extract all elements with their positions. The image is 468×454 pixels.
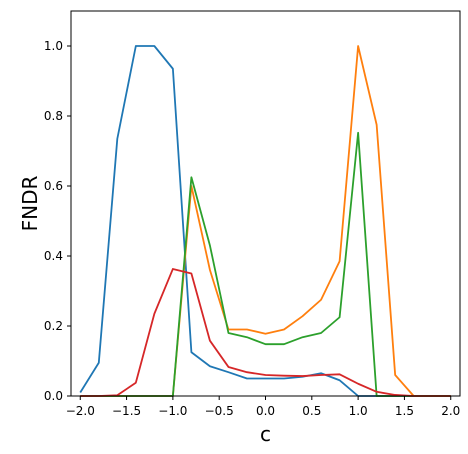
x-tick-label: −1.0 (158, 404, 187, 418)
x-tick-label: 1.0 (349, 404, 368, 418)
y-axis-label: FNDR (18, 176, 42, 232)
x-tick-label: −0.5 (205, 404, 234, 418)
x-tick-label: −1.5 (112, 404, 141, 418)
x-tick-label: 2.0 (441, 404, 460, 418)
plot-lines (79, 45, 451, 397)
series-line-4 (80, 268, 451, 397)
y-tick-label: 0.2 (44, 319, 63, 333)
y-tick-label: 0.4 (44, 249, 63, 263)
y-tick-label: 0.6 (44, 179, 63, 193)
x-axis-ticks: −2.0 −1.5 −1.0 −0.5 0.0 0.5 1.0 1.5 2.0 (66, 396, 460, 418)
y-tick-label: 0.0 (44, 389, 63, 403)
x-axis-label: c (260, 422, 271, 446)
x-tick-label: 0.0 (256, 404, 275, 418)
x-tick-label: 0.5 (302, 404, 321, 418)
y-tick-label: 1.0 (44, 39, 63, 53)
y-tick-label: 0.8 (44, 109, 63, 123)
y-axis-ticks: 0.0 0.2 0.4 0.6 0.8 1.0 (44, 39, 71, 403)
series-line-3 (80, 131, 451, 397)
plot-frame (70, 10, 461, 397)
x-tick-label: −2.0 (66, 404, 95, 418)
x-tick-label: 1.5 (395, 404, 414, 418)
